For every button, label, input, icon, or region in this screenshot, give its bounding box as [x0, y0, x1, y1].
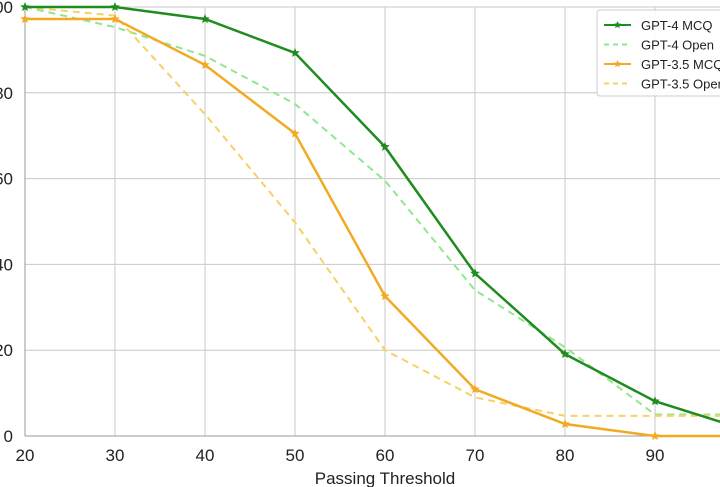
legend-label: GPT-3.5 Open: [641, 77, 720, 92]
legend-item: GPT-4 Open: [604, 38, 714, 53]
data-point-star: [110, 2, 120, 11]
series-gpt-4-open: [24, 6, 720, 416]
x-tick-label: 40: [196, 446, 215, 465]
legend-label: GPT-4 Open: [641, 38, 714, 53]
legend-item: GPT-4 MCQ: [604, 18, 713, 33]
data-point-star: [650, 396, 660, 406]
x-tick-label: 90: [646, 446, 665, 465]
data-point-star: [380, 141, 390, 151]
series-line: [24, 6, 720, 416]
series-gpt-4-mcq: [20, 2, 720, 424]
x-tick-label: 70: [466, 446, 485, 465]
data-point-star: [20, 14, 30, 24]
data-point-star: [470, 384, 480, 394]
x-tick-label: 30: [106, 446, 125, 465]
y-tick-label: 40: [0, 255, 13, 274]
series-gpt-3-5-mcq: [20, 14, 720, 440]
data-point-star: [200, 14, 210, 24]
x-tick-label: 50: [286, 446, 305, 465]
legend-box: [596, 9, 720, 97]
data-point-star: [110, 14, 120, 24]
y-tick-label: 100: [0, 0, 13, 17]
data-point-star: [290, 128, 300, 138]
data-point-star: [560, 349, 570, 359]
legend-label: GPT-3.5 MCQ: [641, 57, 720, 72]
legend-label: GPT-4 MCQ: [641, 18, 713, 33]
x-tick-label: 80: [556, 446, 575, 465]
legend: GPT-4 MCQ GPT-4 Open GPT-3.5 MCQ GPT-3.5 Op…: [596, 9, 720, 97]
x-tick-label: 60: [376, 446, 395, 465]
data-point-star: [380, 291, 390, 301]
legend-item: GPT-3.5 Open: [604, 77, 720, 92]
series-line: [24, 6, 720, 417]
data-point-star: [613, 60, 622, 68]
data-point-star: [290, 47, 300, 57]
legend-item: GPT-3.5 MCQ: [604, 57, 720, 72]
data-point-star: [613, 21, 622, 29]
data-point-star: [650, 431, 660, 440]
y-tick-label: 80: [0, 84, 13, 103]
series-gpt-3-5-open: [24, 6, 720, 417]
x-tick-label: 20: [16, 446, 35, 465]
data-point-star: [560, 419, 570, 428]
data-point-star: [200, 59, 210, 69]
y-tick-label: 60: [0, 170, 13, 189]
y-tick-label: 0: [4, 427, 13, 446]
y-tick-label: 20: [0, 341, 13, 360]
x-axis-label: Passing Threshold: [315, 469, 456, 487]
data-point-star: [470, 268, 480, 278]
data-point-star: [20, 2, 30, 11]
